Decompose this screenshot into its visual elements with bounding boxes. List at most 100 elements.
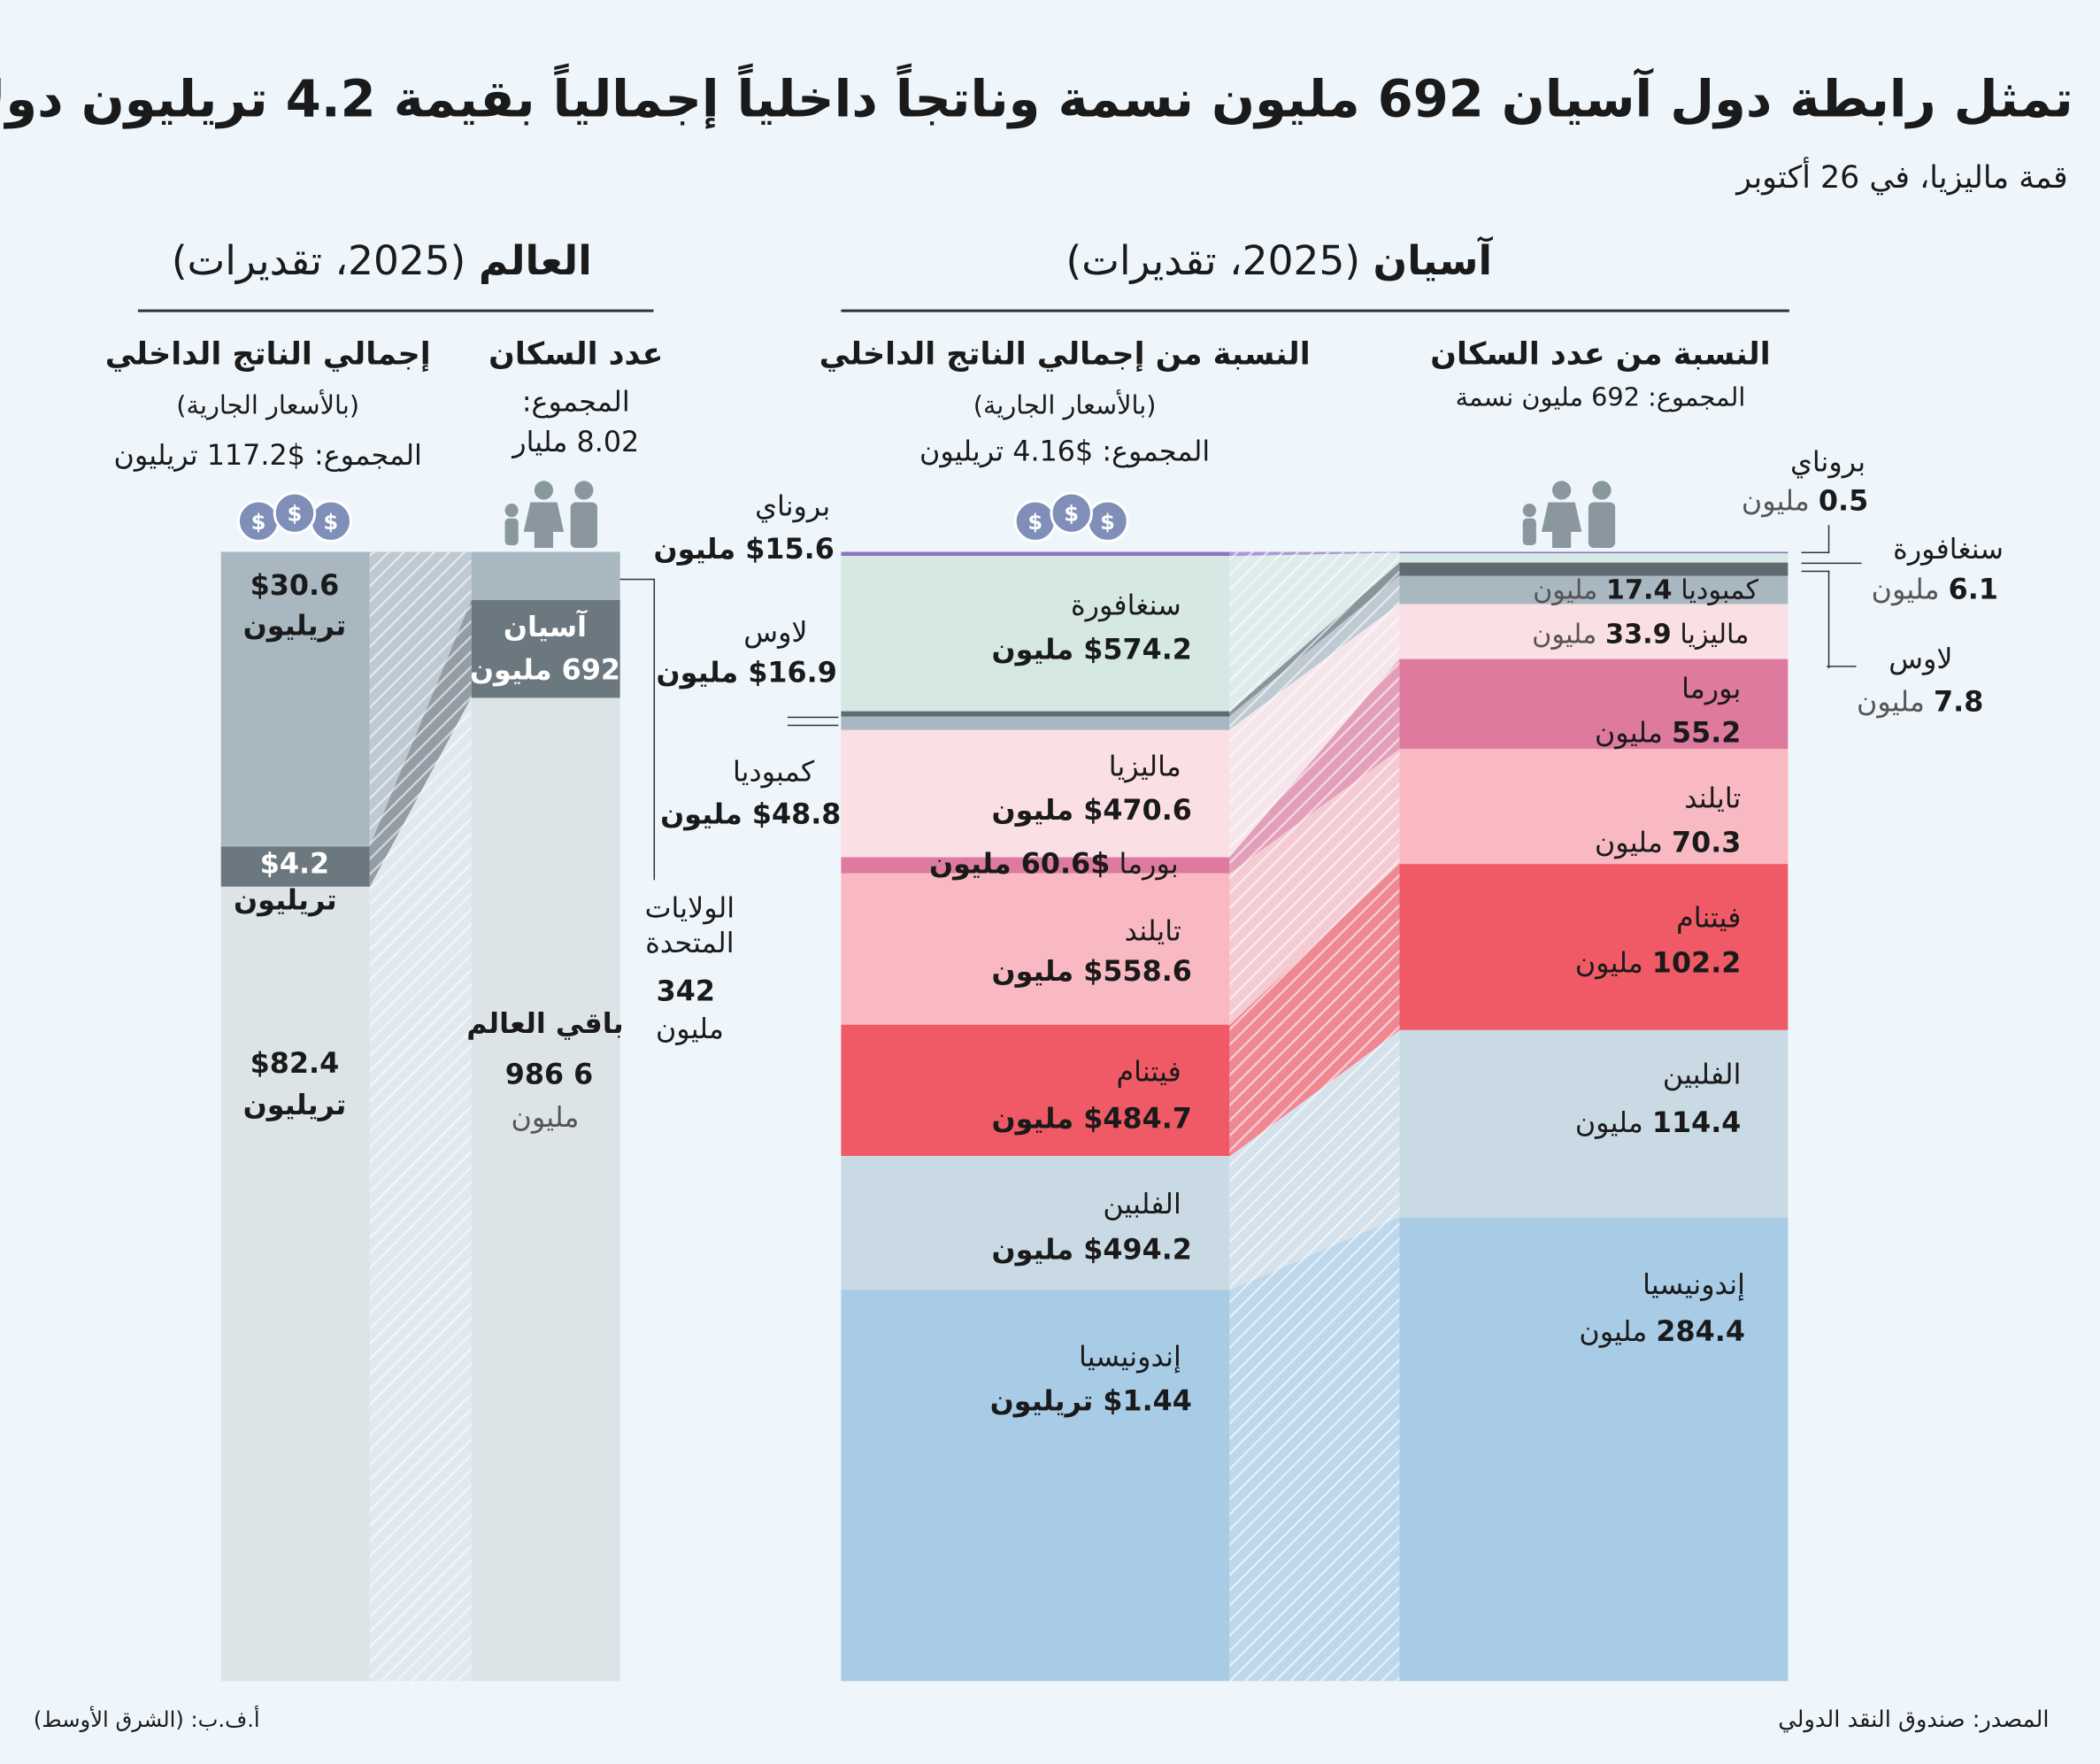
world-pop-us-unit: مليون [655,1013,724,1045]
asean-pop-segment [1399,562,1788,576]
world-gdp-us-value: $30.6 [250,569,340,602]
asean-pop-segment [1399,575,1788,605]
asean-gdp-burma-value: $60.6 مليون [929,847,1111,881]
world-pop-title: عدد السكان [488,337,664,373]
asean-pop-vietnam: 102.2 مليون [1575,947,1742,979]
asean-pop-segment [1399,749,1788,864]
unit: مليون [1533,573,1598,606]
asean-pop-cambodia-name: كمبوديا [1681,573,1759,606]
asean-gdp-brunei-value: $15.6 مليون [653,533,835,566]
asean-pop-indonesia-value: 284.4 [1656,1315,1745,1348]
asean-pop-total: المجموع: 692 مليون نسمة [1455,382,1746,413]
svg-text:$: $ [288,502,303,527]
asean-gdp-philippines-value: $494.2 مليون [991,1233,1192,1267]
asean-pop-thailand-value: 70.3 [1671,826,1742,859]
svg-text:$: $ [1027,510,1042,535]
world-band [369,551,472,847]
asean-gdp-cambodia-value: $48.8 مليون [660,797,842,831]
world-gdp-rest-unit: تريليون [242,1089,347,1121]
asean-pop-philippines-name: الفلبين [1662,1058,1742,1090]
asean-pop-malaysia: ماليزيا 33.9 مليون [1532,618,1749,650]
asean-band [1229,562,1400,717]
asean-band [1229,552,1400,713]
singapore-connector [1801,562,1862,565]
world-gdp-us-unit: تريليون [242,609,347,642]
money-bags-icon: $ $ $ [1013,491,1129,543]
unit: مليون [1579,1315,1648,1348]
world-pop-total-label: المجموع: [521,385,630,419]
asean-pop-laos-name: لاوس [1888,643,1953,675]
world-gdp-segment [220,846,370,888]
asean-gdp-vietnam-name: فيتنام [1116,1055,1181,1088]
asean-gdp-malaysia-name: ماليزيا [1108,750,1181,782]
world-pop-total-value: 8.02 مليار [512,426,640,458]
asean-pop-vietnam-value: 102.2 [1651,946,1742,980]
asean-gdp-segment [841,874,1230,1026]
world-band [369,697,472,1682]
asean-gdp-indonesia-name: إندونيسيا [1079,1340,1181,1374]
unit: مليون [1871,573,1940,606]
world-header-title: العالم [478,238,592,286]
svg-text:$: $ [1064,502,1079,527]
asean-gdp-brunei-name: بروناي [755,489,831,523]
unit: مليون [1574,1106,1643,1139]
asean-gdp-laos-value: $16.9 مليون [656,656,837,689]
asean-pop-brunei-name: بروناي [1790,445,1866,479]
page-title: تمثل رابطة دول آسيان 692 مليون نسمة ونات… [0,69,2073,129]
asean-gdp-segment [841,1156,1230,1291]
unit: مليون [1857,685,1925,719]
asean-pop-segment [1399,604,1788,659]
world-pop-asean-value: 692 مليون [469,653,621,686]
world-pop-segment [471,551,620,600]
credit-note: أ.ف.ب: (الشرق الأوسط) [33,1706,260,1732]
svg-text:$: $ [323,510,338,535]
world-gdp-rest-value: $82.4 [250,1047,340,1080]
asean-gdp-segment [841,729,1230,858]
world-gdp-total: المجموع: $117.2 تريليون [113,439,422,472]
asean-band [1229,1217,1400,1682]
unit: مليون [1594,826,1663,859]
asean-gdp-burma-name: بورما [1119,847,1179,881]
asean-pop-indonesia: 284.4 مليون [1579,1315,1745,1347]
unit: مليون [1532,617,1597,650]
asean-pop-segment [1399,659,1788,750]
world-header-note: (2025، تقديرات) [171,238,466,286]
asean-band [1229,659,1400,874]
asean-pop-title: النسبة من عدد السكان [1430,337,1771,373]
asean-gdp-segment [841,716,1230,730]
asean-pop-laos: 7.8 مليون [1857,686,1983,718]
asean-pop-malaysia-value: 33.9 [1605,617,1672,650]
world-pop-us-name: الولايات المتحدة [644,891,735,959]
asean-gdp-thailand-value: $558.6 مليون [991,955,1192,988]
asean-band [1229,863,1400,1157]
asean-pop-singapore-name: سنغافورة [1893,533,2004,566]
asean-pop-burma-name: بورما [1681,672,1742,705]
asean-pop-segment [1399,1217,1788,1682]
subtitle: قمة ماليزيا، في 26 أكتوبر [1736,160,2068,196]
family-icon [1522,481,1616,548]
asean-gdp-segment [841,712,1230,717]
asean-pop-philippines: 114.4 مليون [1575,1106,1742,1138]
asean-header-note: (2025، تقديرات) [1065,238,1361,286]
brunei-connector [1801,525,1830,554]
asean-pop-indonesia-name: إندونيسيا [1642,1268,1745,1301]
world-pop-asean-name: آسيان [503,611,588,643]
asean-gdp-indonesia-value: $1.44 تريليون [989,1384,1192,1418]
asean-gdp-vietnam-value: $484.7 مليون [991,1102,1192,1135]
asean-pop-vietnam-name: فيتنام [1676,901,1742,934]
svg-text:$: $ [1100,510,1115,535]
asean-pop-thailand-name: تايلند [1684,782,1742,815]
asean-pop-singapore-value: 6.1 [1948,573,1998,606]
world-header: العالم (2025، تقديرات) [172,238,592,285]
laos-connector-a [1801,570,1830,669]
source-note: المصدر: صندوق النقد الدولي [1778,1706,2050,1734]
asean-pop-segment [1399,863,1788,1031]
asean-gdp-total: المجموع: $4.16 تريليون [919,435,1211,468]
asean-pop-segment [1399,552,1788,563]
asean-pop-malaysia-name: ماليزيا [1680,617,1750,650]
world-gdp-asean-value: $4.2 [259,847,330,881]
asean-pop-cambodia-value: 17.4 [1605,573,1673,606]
asean-gdp-singapore-name: سنغافورة [1070,589,1181,622]
laos-connector-b [1827,666,1857,667]
world-gdp-note: (بالأسعار الجارية) [176,390,360,421]
